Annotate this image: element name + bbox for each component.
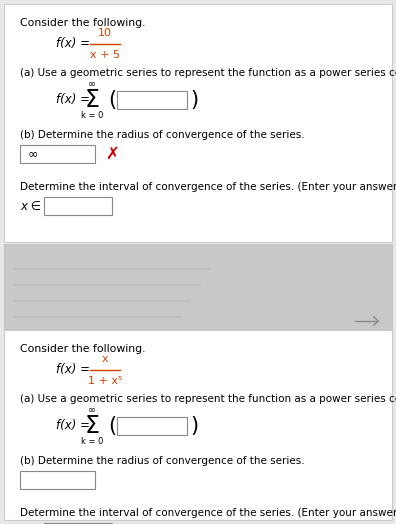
Text: k = 0: k = 0 [81,111,103,120]
Text: x + 5: x + 5 [90,50,120,60]
Text: (: ( [108,416,116,436]
Text: Σ: Σ [84,88,99,112]
Text: Consider the following.: Consider the following. [20,344,145,354]
Text: ∞: ∞ [88,79,96,89]
Text: (a) Use a geometric series to represent the function as a power series centered: (a) Use a geometric series to represent … [20,394,396,404]
Text: f(x) =: f(x) = [56,420,90,432]
FancyBboxPatch shape [20,145,95,163]
Text: ✗: ✗ [105,145,119,163]
FancyBboxPatch shape [4,244,392,329]
Text: f(x) =: f(x) = [56,38,90,50]
FancyBboxPatch shape [117,91,187,109]
Text: ∞: ∞ [28,147,38,160]
Text: Σ: Σ [84,414,99,438]
Text: (b) Determine the radius of convergence of the series.: (b) Determine the radius of convergence … [20,456,305,466]
Text: (b) Determine the radius of convergence of the series.: (b) Determine the radius of convergence … [20,130,305,140]
Text: 10: 10 [98,28,112,38]
Text: k = 0: k = 0 [81,437,103,446]
Text: 1 + x⁵: 1 + x⁵ [88,376,122,386]
Text: ∞: ∞ [88,405,96,415]
Text: f(x) =: f(x) = [56,364,90,377]
FancyBboxPatch shape [4,4,392,242]
FancyBboxPatch shape [44,197,112,215]
Text: x: x [102,354,109,364]
FancyBboxPatch shape [117,417,187,435]
Text: ): ) [190,90,198,110]
Text: Determine the interval of convergence of the series. (Enter your answer using i: Determine the interval of convergence of… [20,182,396,192]
Text: Consider the following.: Consider the following. [20,18,145,28]
Text: x ∈: x ∈ [20,200,41,213]
FancyBboxPatch shape [44,523,112,524]
Text: f(x) =: f(x) = [56,93,90,106]
Text: ): ) [190,416,198,436]
Text: (: ( [108,90,116,110]
FancyBboxPatch shape [20,471,95,489]
Text: Determine the interval of convergence of the series. (Enter your answer using i: Determine the interval of convergence of… [20,508,396,518]
Text: (a) Use a geometric series to represent the function as a power series centered: (a) Use a geometric series to represent … [20,68,396,78]
FancyBboxPatch shape [4,330,392,520]
